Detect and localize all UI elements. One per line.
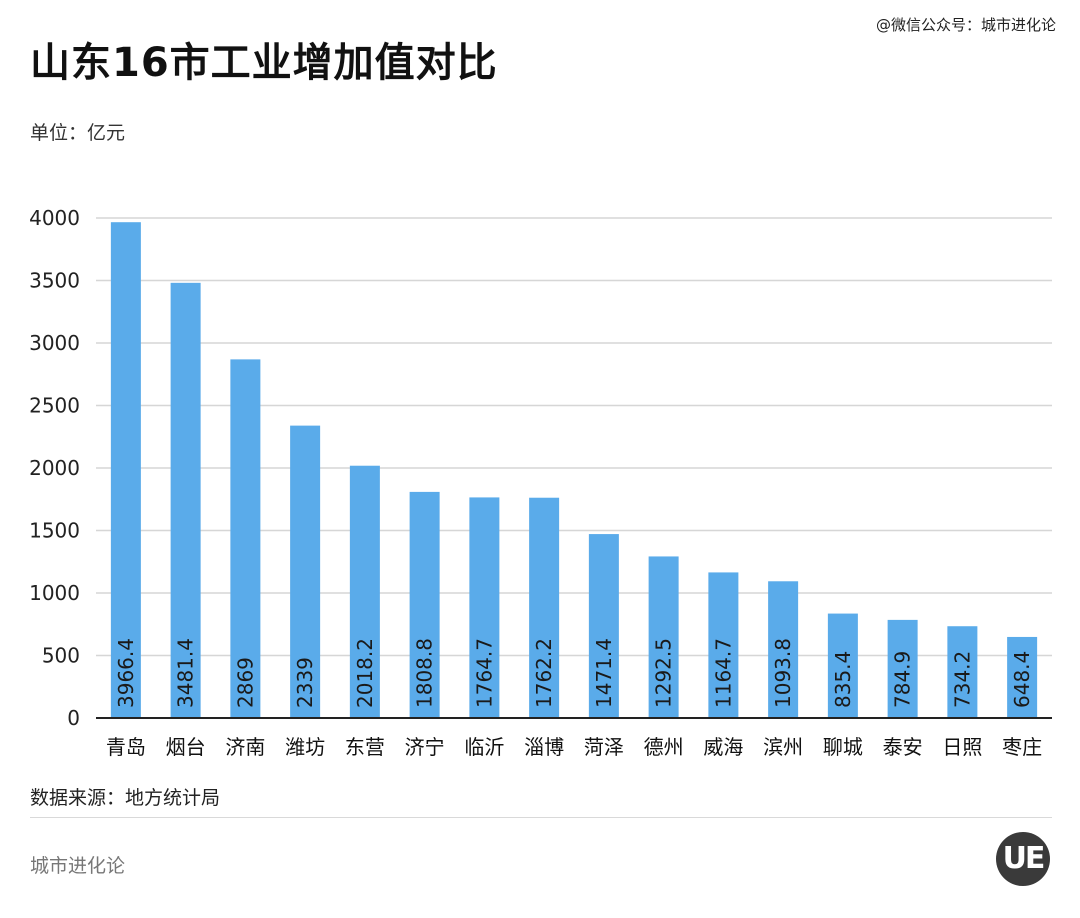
y-tick-label: 1000 [29, 581, 80, 605]
x-tick-label: 青岛 [106, 735, 146, 759]
y-tick-label: 1500 [29, 519, 80, 543]
bar [768, 581, 799, 718]
data-label: 3966.4 [114, 638, 138, 708]
data-label: 1093.8 [771, 638, 795, 708]
x-tick-label: 德州 [644, 735, 684, 759]
bar [230, 359, 261, 718]
bar [529, 497, 560, 718]
x-tick-label: 泰安 [883, 735, 923, 759]
x-tick-label: 滨州 [763, 735, 803, 759]
data-source: 数据来源：地方统计局 [30, 787, 221, 809]
data-label: 1808.8 [413, 638, 437, 708]
bar [827, 613, 858, 718]
data-label: 1764.7 [472, 638, 496, 708]
bar [409, 491, 440, 718]
data-label: 784.9 [891, 651, 915, 708]
data-label: 2339 [293, 657, 317, 708]
data-label: 1762.2 [532, 638, 556, 708]
bar [469, 497, 500, 718]
bar [290, 425, 321, 718]
x-tick-label: 日照 [942, 735, 982, 759]
bar [947, 626, 978, 718]
y-tick-label: 0 [67, 706, 80, 730]
footer-brand: 城市进化论 [30, 855, 126, 877]
data-label: 648.4 [1010, 651, 1034, 708]
x-tick-label: 聊城 [823, 735, 863, 759]
bar [708, 572, 739, 718]
data-label: 734.2 [950, 651, 974, 708]
y-tick-label: 2000 [29, 456, 80, 480]
unit-label: 单位：亿元 [30, 122, 126, 144]
x-tick-label: 威海 [703, 735, 743, 759]
x-tick-label: 菏泽 [584, 735, 624, 759]
data-label: 3481.4 [174, 638, 198, 708]
x-tick-label: 枣庄 [1002, 735, 1042, 759]
bar [648, 556, 679, 718]
x-tick-label: 济南 [225, 735, 265, 759]
y-tick-label: 3000 [29, 331, 80, 355]
x-tick-label: 潍坊 [285, 735, 325, 759]
data-label: 1471.4 [592, 638, 616, 708]
bar [1007, 636, 1038, 718]
y-tick-label: 2500 [29, 394, 80, 418]
y-tick-label: 3500 [29, 269, 80, 293]
y-tick-label: 500 [42, 644, 80, 668]
y-tick-label: 4000 [29, 206, 80, 230]
bar [110, 222, 141, 718]
x-tick-label: 淄博 [524, 735, 564, 759]
bar [588, 534, 619, 718]
brand-logo-icon: UE [996, 832, 1050, 886]
wechat-account-label: @微信公众号：城市进化论 [875, 16, 1056, 34]
bar [170, 282, 201, 718]
x-tick-label: 济宁 [405, 735, 445, 759]
bar [349, 465, 380, 718]
chart-title: 山东16市工业增加值对比 [30, 40, 498, 86]
footer-divider [30, 817, 1052, 818]
x-tick-label: 东营 [345, 735, 385, 759]
bar [887, 619, 918, 718]
data-label: 2018.2 [353, 638, 377, 708]
x-tick-label: 临沂 [464, 735, 504, 759]
data-label: 835.4 [831, 651, 855, 708]
data-label: 2869 [233, 657, 257, 708]
x-tick-label: 烟台 [166, 735, 206, 759]
data-label: 1292.5 [652, 638, 676, 708]
data-label: 1164.7 [711, 638, 735, 708]
